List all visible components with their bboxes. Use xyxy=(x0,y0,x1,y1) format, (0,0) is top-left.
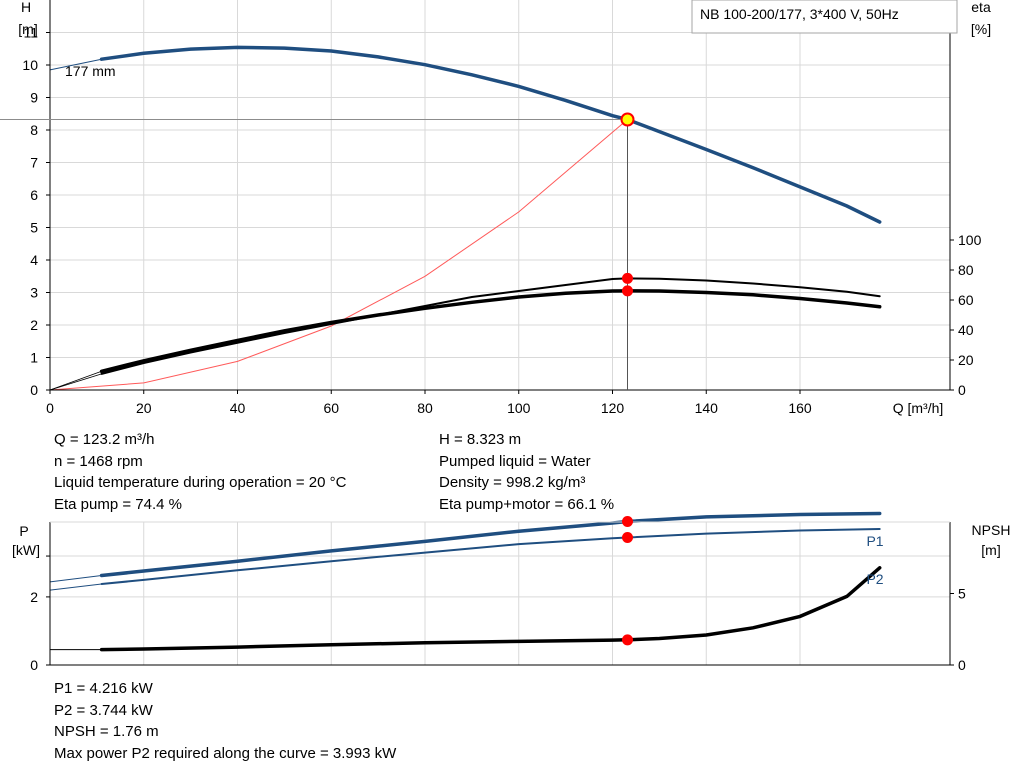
head-curve-extension xyxy=(49,58,102,71)
top-y2-tick-label: 20 xyxy=(958,352,974,368)
top-y-tick-label: 1 xyxy=(30,350,38,366)
duty-point-p1 xyxy=(622,515,633,527)
top-series xyxy=(49,45,882,391)
x-axis-label: Q [m³/h] xyxy=(893,400,944,416)
system-curve-line xyxy=(49,119,628,391)
bottom-y2-tick-label: 0 xyxy=(958,657,966,673)
p1-line xyxy=(99,511,882,578)
top-y-tick-label: 0 xyxy=(30,382,38,398)
eta-total-line xyxy=(99,289,882,374)
npsh-line xyxy=(99,566,882,652)
x-tick-label: 60 xyxy=(323,400,339,416)
info-max-power: Max power P2 required along the curve = … xyxy=(54,744,397,762)
top-y-unit: [m] xyxy=(18,21,37,37)
bottom-y-tick-label: 0 xyxy=(30,657,38,673)
top-y-label: H xyxy=(21,0,31,15)
x-tick-label: 100 xyxy=(507,400,531,416)
info-pumped-liquid: Pumped liquid = Water xyxy=(439,452,591,470)
p2-line xyxy=(100,528,881,585)
duty-point-head xyxy=(620,112,635,127)
top-y2-tick-label: 100 xyxy=(958,232,982,248)
info-p1: P1 = 4.216 kW xyxy=(54,680,153,697)
top-y-tick-label: 7 xyxy=(30,155,38,171)
title-box xyxy=(691,0,958,34)
info-npsh: NPSH = 1.76 m xyxy=(54,723,159,740)
x-tick-label: 40 xyxy=(230,400,246,416)
x-tick-label: 0 xyxy=(46,400,54,416)
axes xyxy=(46,0,954,666)
info-eta-pump: Eta pump = 74.4 % xyxy=(54,495,182,513)
bottom-series xyxy=(49,511,882,652)
info-speed: n = 1468 rpm xyxy=(54,452,143,470)
duty-point-eta-pump xyxy=(622,272,633,284)
p2-extension xyxy=(49,583,102,591)
info-density: Density = 998.2 kg/m³ xyxy=(439,474,586,491)
bottom-grid xyxy=(50,522,950,665)
info-p2: P2 = 3.744 kW xyxy=(54,701,153,719)
info-head: H = 8.323 m xyxy=(439,431,522,448)
bottom-y-unit: [kW] xyxy=(12,542,40,558)
info-right-block: H = 8.323 m Pumped liquid = Water Densit… xyxy=(439,429,614,515)
p1-series-label: P1 xyxy=(866,533,883,549)
info-bottom-block: P1 = 4.216 kW P2 = 3.744 kW NPSH = 1.76 … xyxy=(54,678,396,764)
x-tick-label: 80 xyxy=(417,400,433,416)
top-y-tick-label: 5 xyxy=(30,220,38,236)
duty-markers xyxy=(0,112,635,646)
top-y-tick-label: 4 xyxy=(30,252,38,268)
info-flow: Q = 123.2 m³/h xyxy=(54,431,155,448)
x-tick-label: 20 xyxy=(136,400,152,416)
head-curve-line xyxy=(99,45,882,224)
top-y2-tick-label: 0 xyxy=(958,382,966,398)
top-y2-unit: [%] xyxy=(971,21,991,37)
p1-extension xyxy=(49,575,102,583)
top-y-tick-label: 3 xyxy=(30,285,38,301)
eta-total-extension xyxy=(49,370,102,391)
duty-point-npsh xyxy=(622,634,633,646)
bottom-y-tick-label: 2 xyxy=(30,589,38,605)
bottom-y-label: P xyxy=(19,523,28,539)
top-y2-label: eta xyxy=(971,0,991,15)
duty-point-p2 xyxy=(622,532,633,544)
top-y-tick-label: 10 xyxy=(22,57,38,73)
bottom-y2-tick-label: 5 xyxy=(958,586,966,602)
curve-label: 177 mm xyxy=(65,63,116,79)
top-y-tick-label: 8 xyxy=(30,122,38,138)
p2-series-label: P2 xyxy=(866,571,883,587)
info-left-block: Q = 123.2 m³/h n = 1468 rpm Liquid tempe… xyxy=(54,429,346,515)
top-y-tick-label: 9 xyxy=(30,90,38,106)
top-y-tick-label: 2 xyxy=(30,317,38,333)
bottom-y2-unit: [m] xyxy=(981,542,1000,558)
top-y-tick-label: 11 xyxy=(23,25,38,41)
x-tick-label: 120 xyxy=(601,400,625,416)
x-tick-label: 140 xyxy=(695,400,719,416)
info-eta-total: Eta pump+motor = 66.1 % xyxy=(439,495,615,513)
eta-pump-line xyxy=(100,277,881,375)
chart-title: NB 100-200/177, 3*400 V, 50Hz xyxy=(700,6,899,22)
x-tick-label: 160 xyxy=(788,400,812,416)
top-y-tick-label: 6 xyxy=(30,187,38,203)
eta-pump-extension xyxy=(49,373,102,391)
top-y2-tick-label: 60 xyxy=(958,292,974,308)
top-y2-tick-label: 40 xyxy=(958,322,974,338)
duty-point-eta-total xyxy=(622,285,633,297)
bottom-y2-label: NPSH xyxy=(972,522,1011,538)
info-liquid-temperature: Liquid temperature during operation = 20… xyxy=(54,474,347,491)
top-y2-tick-label: 80 xyxy=(958,262,974,278)
